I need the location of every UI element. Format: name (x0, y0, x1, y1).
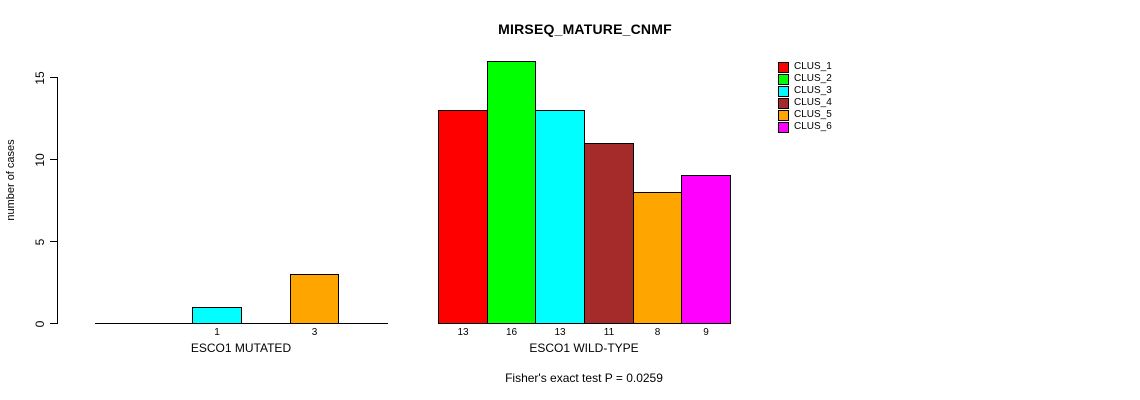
legend-swatch-icon (778, 109, 789, 121)
bar-clus_1-group2 (438, 110, 488, 324)
footnote-text: Fisher's exact test P = 0.0259 (505, 371, 663, 385)
bar-clus_4-group2 (584, 143, 634, 324)
y-axis-tick-label: 10 (33, 152, 47, 167)
y-axis-tick (50, 77, 57, 78)
bar-value-label: 8 (654, 327, 661, 338)
bar-value-label: 3 (311, 327, 318, 338)
group-label: ESCO1 MUTATED (190, 341, 292, 355)
bar-value-label: 9 (703, 327, 709, 338)
legend-item-clus_3: CLUS_3 (778, 85, 832, 97)
legend-item-clus_5: CLUS_5 (778, 109, 832, 121)
y-axis-tick-label: 0 (33, 320, 47, 327)
bar-clus_3-group1 (192, 307, 242, 324)
y-axis-label: number of cases (5, 139, 17, 221)
legend-label: CLUS_3 (794, 85, 832, 96)
legend-label: CLUS_6 (794, 121, 832, 132)
bar-value-label: 1 (214, 327, 220, 338)
legend-label: CLUS_4 (794, 97, 832, 108)
zero-height-bar (95, 323, 145, 324)
y-axis-tick (50, 159, 57, 160)
y-axis-tick (50, 323, 57, 324)
y-axis-tick-label: 5 (33, 238, 47, 245)
legend-label: CLUS_5 (794, 109, 832, 120)
y-axis-line (57, 77, 58, 324)
group-label: ESCO1 WILD-TYPE (529, 341, 639, 355)
zero-height-bar (241, 323, 291, 324)
zero-height-bar (144, 323, 193, 324)
legend-label: CLUS_2 (794, 73, 832, 84)
bar-value-label: 13 (457, 327, 469, 338)
bar-value-label: 16 (505, 327, 518, 338)
legend-swatch-icon (778, 73, 789, 85)
legend: CLUS_1 CLUS_2 CLUS_3 CLUS_4 CLUS_5 CLUS_6 (778, 61, 832, 133)
legend-swatch-icon (778, 121, 789, 133)
zero-height-bar (338, 323, 388, 324)
y-axis-tick-label: 15 (33, 70, 47, 85)
bar-clus_6-group2 (681, 175, 731, 324)
legend-item-clus_2: CLUS_2 (778, 73, 832, 85)
bar-clus_3-group2 (535, 110, 585, 324)
y-axis-tick (50, 241, 57, 242)
legend-swatch-icon (778, 85, 789, 97)
legend-swatch-icon (778, 61, 789, 73)
legend-item-clus_4: CLUS_4 (778, 97, 832, 109)
legend-label: CLUS_1 (794, 61, 832, 72)
bar-clus_5-group2 (633, 192, 682, 324)
bar-clus_2-group2 (487, 61, 536, 324)
bar-value-label: 13 (554, 327, 566, 338)
legend-swatch-icon (778, 97, 789, 109)
bar-value-label: 11 (603, 327, 615, 338)
chart-title: MIRSEQ_MATURE_CNMF (498, 21, 672, 37)
legend-item-clus_1: CLUS_1 (778, 61, 832, 73)
bar-clus_5-group1 (290, 274, 339, 324)
legend-item-clus_6: CLUS_6 (778, 121, 832, 133)
